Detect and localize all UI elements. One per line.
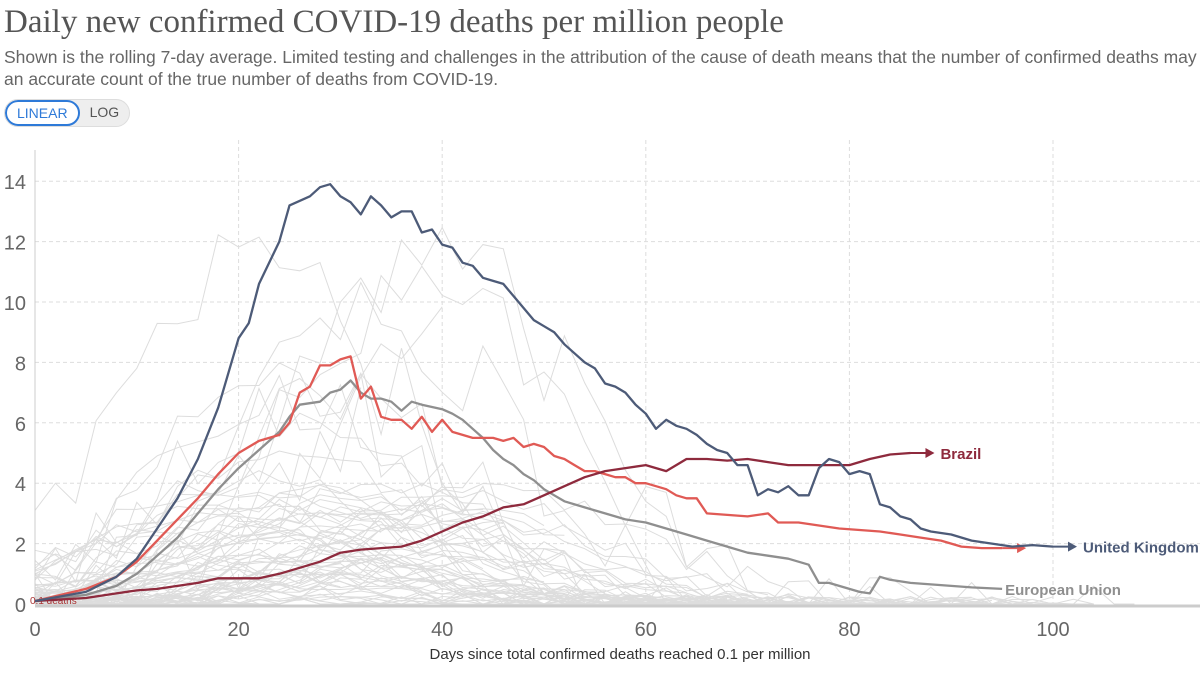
background-series-line — [34, 482, 769, 605]
background-series-line — [34, 281, 667, 605]
x-tick-label: 100 — [1036, 619, 1069, 641]
x-tick-label: 20 — [227, 619, 249, 641]
chart-subtitle: Shown is the rolling 7-day average. Limi… — [4, 47, 1200, 89]
y-tick-label: 6 — [15, 414, 26, 436]
background-series-line — [34, 507, 484, 602]
y-tick-label: 8 — [15, 353, 26, 375]
x-tick-label: 40 — [431, 619, 453, 641]
background-series-line — [34, 234, 606, 605]
background-series-line — [34, 490, 789, 605]
scale-toggle[interactable]: LINEAR LOG — [4, 99, 131, 127]
background-series-line — [34, 581, 585, 605]
y-tick-label: 2 — [15, 535, 26, 557]
background-series-line — [34, 515, 443, 585]
background-series-line — [34, 494, 992, 605]
background-series-line — [34, 450, 1094, 605]
chart-title: Daily new confirmed COVID-19 deaths per … — [4, 4, 784, 40]
background-series-line — [35, 580, 606, 605]
y-tick-label: 4 — [15, 474, 26, 496]
series-label: United Kingdom — [1083, 540, 1199, 557]
background-series-line — [34, 362, 748, 605]
y-tick-label: 10 — [4, 293, 26, 315]
log-button[interactable]: LOG — [89, 104, 120, 120]
series-line-european-union — [34, 379, 1003, 603]
background-series-line — [34, 513, 830, 605]
series-line-united-kingdom — [34, 183, 1054, 603]
arrow-icon — [1068, 541, 1077, 552]
y-tick-label: 0 — [15, 595, 26, 617]
background-series-line — [34, 374, 728, 605]
y-tick-label: 14 — [4, 172, 26, 194]
annotation-label: 0.1 deaths — [30, 596, 77, 607]
series-line-brazil — [34, 451, 911, 603]
background-series-line — [34, 545, 789, 605]
series-label: European Union — [1005, 582, 1121, 599]
x-axis-label: Days since total confirmed deaths reache… — [429, 646, 811, 663]
x-tick-label: 60 — [635, 619, 657, 641]
background-series-line — [34, 594, 687, 605]
series-line-unlabeled — [34, 355, 1003, 603]
series-label: Brazil — [940, 446, 981, 463]
y-tick-label: 12 — [4, 233, 26, 255]
x-tick-label: 80 — [838, 619, 860, 641]
background-series-line — [34, 387, 483, 584]
background-series-line — [34, 553, 1033, 605]
x-tick-label: 0 — [29, 619, 40, 641]
background-series-line — [34, 387, 362, 605]
linear-button[interactable]: LINEAR — [5, 100, 80, 126]
arrow-icon — [925, 448, 935, 458]
background-series-line — [34, 492, 504, 588]
background-series-line — [34, 503, 443, 591]
background-series-line — [34, 265, 972, 605]
